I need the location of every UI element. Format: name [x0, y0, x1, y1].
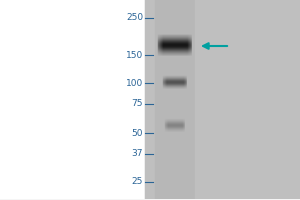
Text: 100: 100	[126, 78, 143, 88]
Text: 75: 75	[131, 99, 143, 108]
Text: 150: 150	[126, 50, 143, 60]
Text: 50: 50	[131, 129, 143, 138]
Text: 25: 25	[132, 178, 143, 186]
Text: 250: 250	[126, 14, 143, 22]
Text: 37: 37	[131, 150, 143, 158]
